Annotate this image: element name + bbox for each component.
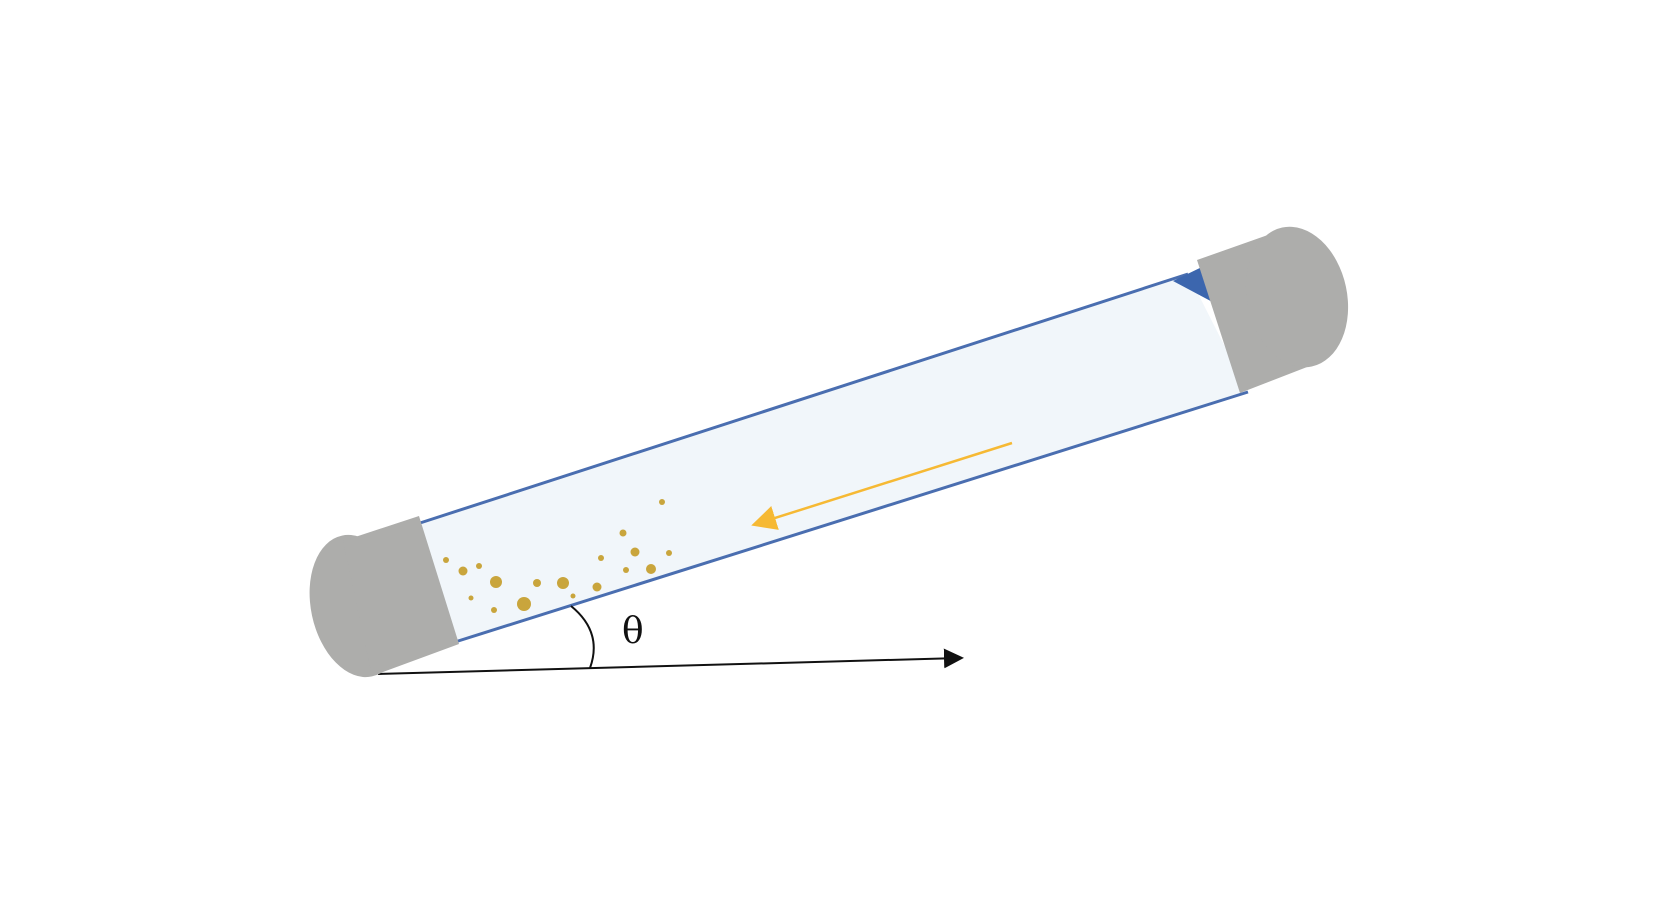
- particle: [490, 576, 502, 588]
- left-end-cap: [309, 516, 459, 678]
- right-cap-face: [1245, 226, 1349, 368]
- flow-arrow-icon: [751, 441, 1013, 530]
- left-cap-sleeve: [343, 516, 459, 676]
- horizontal-axis-arrow-icon: [377, 648, 964, 675]
- particle: [623, 567, 629, 573]
- particle: [619, 529, 627, 537]
- angle-arc: [570, 605, 595, 669]
- tube-top-wall: [419, 272, 1189, 525]
- right-end-cap: [1197, 226, 1349, 393]
- tube-bottom-wall: [454, 390, 1249, 644]
- particle: [533, 579, 541, 587]
- particle: [491, 607, 497, 613]
- angle-label: θ: [622, 611, 644, 652]
- particle: [443, 557, 449, 563]
- particle: [458, 566, 468, 576]
- tube-body: [420, 274, 1248, 642]
- particle: [666, 550, 672, 556]
- particle: [517, 597, 531, 611]
- particle: [598, 555, 604, 561]
- particle: [570, 593, 576, 599]
- particle: [646, 564, 656, 574]
- particle: [630, 547, 640, 557]
- particle: [557, 577, 569, 589]
- particle: [659, 499, 665, 505]
- particle: [592, 582, 602, 592]
- particle: [468, 595, 474, 601]
- sediment-particles: [443, 499, 672, 613]
- particle: [476, 563, 482, 569]
